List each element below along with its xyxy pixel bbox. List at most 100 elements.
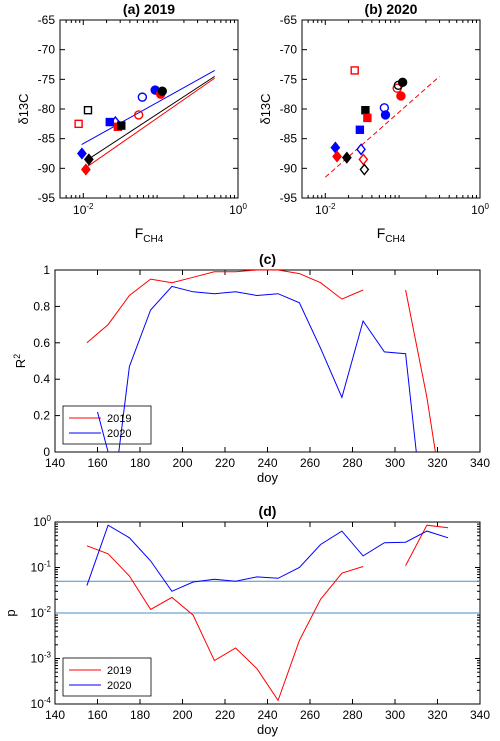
- legend-label: 2020: [107, 428, 131, 440]
- x-tick-label: 160: [87, 708, 107, 722]
- data-point: [359, 163, 370, 176]
- panel-title-a: (a) 2019: [123, 1, 175, 17]
- legend-box-d: [62, 657, 152, 697]
- x-axis-label-d: doy: [257, 722, 278, 737]
- y-tick-label: 10-1: [31, 560, 52, 575]
- x-tick-label: 200: [172, 708, 192, 722]
- y-axis-label-a: δ13C: [16, 93, 31, 124]
- data-point: [157, 86, 167, 96]
- x-tick-label: 220: [215, 456, 235, 470]
- axes-frame-b: [301, 19, 481, 199]
- fit-line: [324, 75, 440, 178]
- series-line-2020: [97, 411, 109, 452]
- legend-box-c: [62, 405, 152, 445]
- x-tick-label: 220: [215, 708, 235, 722]
- y-tick-label: -70: [38, 43, 56, 57]
- series-line-2019: [405, 524, 449, 566]
- x-tick-label: 100: [471, 202, 489, 217]
- y-tick-label: 10-3: [31, 651, 52, 666]
- x-tick-label: 10-2: [73, 202, 94, 217]
- data-point: [380, 110, 391, 120]
- x-tick-label: 300: [385, 456, 405, 470]
- x-tick-label: 340: [470, 708, 490, 722]
- data-point: [83, 105, 93, 115]
- fit-line: [84, 77, 215, 169]
- data-point: [355, 125, 365, 134]
- y-tick-label: -65: [280, 13, 298, 27]
- legend-label: 2019: [107, 665, 131, 677]
- x-tick-label: 240: [257, 456, 277, 470]
- panel-title-b: (b) 2020: [365, 1, 418, 17]
- x-tick-label: 320: [427, 456, 447, 470]
- y-tick-label: -65: [38, 13, 56, 27]
- data-point: [83, 153, 94, 166]
- legend-label: 2020: [107, 680, 131, 692]
- plot-area-d: [55, 524, 480, 702]
- series-line-2020: [118, 285, 417, 452]
- series-line-2019: [86, 545, 364, 702]
- y-tick-label: -75: [280, 72, 298, 86]
- panel-title-c: (c): [259, 251, 276, 267]
- y-axis-label-c: R2: [12, 354, 28, 368]
- data-point: [350, 66, 359, 75]
- x-tick-label: 10-2: [315, 202, 336, 217]
- x-tick-label: 180: [130, 708, 150, 722]
- plot-area-c: [86, 270, 436, 452]
- series-line-2020: [86, 524, 449, 592]
- y-tick-label: -70: [280, 43, 298, 57]
- data-point: [397, 77, 408, 88]
- series-line-2019: [405, 289, 436, 452]
- x-tick-label: 160: [87, 456, 107, 470]
- data-point: [137, 92, 148, 102]
- data-point: [396, 91, 406, 101]
- y-axis-label-d: p: [3, 609, 18, 616]
- data-point: [341, 151, 352, 164]
- plot-area-a: [74, 69, 215, 176]
- y-tick-label: 10-2: [31, 605, 52, 620]
- x-tick-label: 180: [130, 456, 150, 470]
- data-point: [117, 121, 126, 130]
- data-point: [105, 117, 114, 127]
- data-point: [80, 163, 91, 176]
- data-point: [332, 150, 342, 163]
- data-point: [356, 143, 366, 156]
- panel-b: [301, 19, 481, 199]
- x-tick-label: 280: [342, 708, 362, 722]
- data-point: [74, 119, 83, 129]
- x-axis-label-b: FCH4: [377, 225, 406, 245]
- data-point: [363, 113, 372, 123]
- y-tick-label: 0.2: [33, 409, 50, 423]
- x-tick-label: 200: [172, 456, 192, 470]
- data-point: [358, 153, 369, 166]
- legend-label: 2019: [107, 413, 131, 425]
- x-tick-label: 100: [229, 202, 247, 217]
- y-tick-label: -85: [38, 132, 56, 146]
- y-tick-label: 100: [33, 514, 51, 529]
- y-tick-label: 0.4: [33, 372, 50, 386]
- y-tick-label: 10-4: [31, 696, 52, 711]
- data-point: [361, 105, 370, 115]
- y-tick-label: -75: [38, 72, 56, 86]
- x-axis-label-c: doy: [257, 470, 278, 485]
- panel-a: [59, 19, 239, 199]
- y-tick-label: -80: [280, 102, 298, 116]
- panel-title-d: (d): [259, 503, 277, 519]
- x-axis-label-a: FCH4: [135, 225, 164, 245]
- plot-area-b: [324, 66, 440, 178]
- y-tick-label: 0: [43, 445, 50, 459]
- y-tick-label: -85: [280, 132, 298, 146]
- y-tick-label: -90: [38, 161, 56, 175]
- data-point: [330, 141, 341, 154]
- x-tick-label: 140: [45, 708, 65, 722]
- x-tick-label: 240: [257, 708, 277, 722]
- fit-line: [81, 69, 215, 146]
- y-tick-label: 1: [43, 263, 50, 277]
- y-tick-label: -90: [280, 161, 298, 175]
- x-tick-label: 260: [300, 456, 320, 470]
- x-tick-label: 320: [427, 708, 447, 722]
- fit-line: [87, 75, 215, 160]
- x-tick-label: 140: [45, 456, 65, 470]
- x-tick-label: 280: [342, 456, 362, 470]
- data-point: [133, 110, 144, 120]
